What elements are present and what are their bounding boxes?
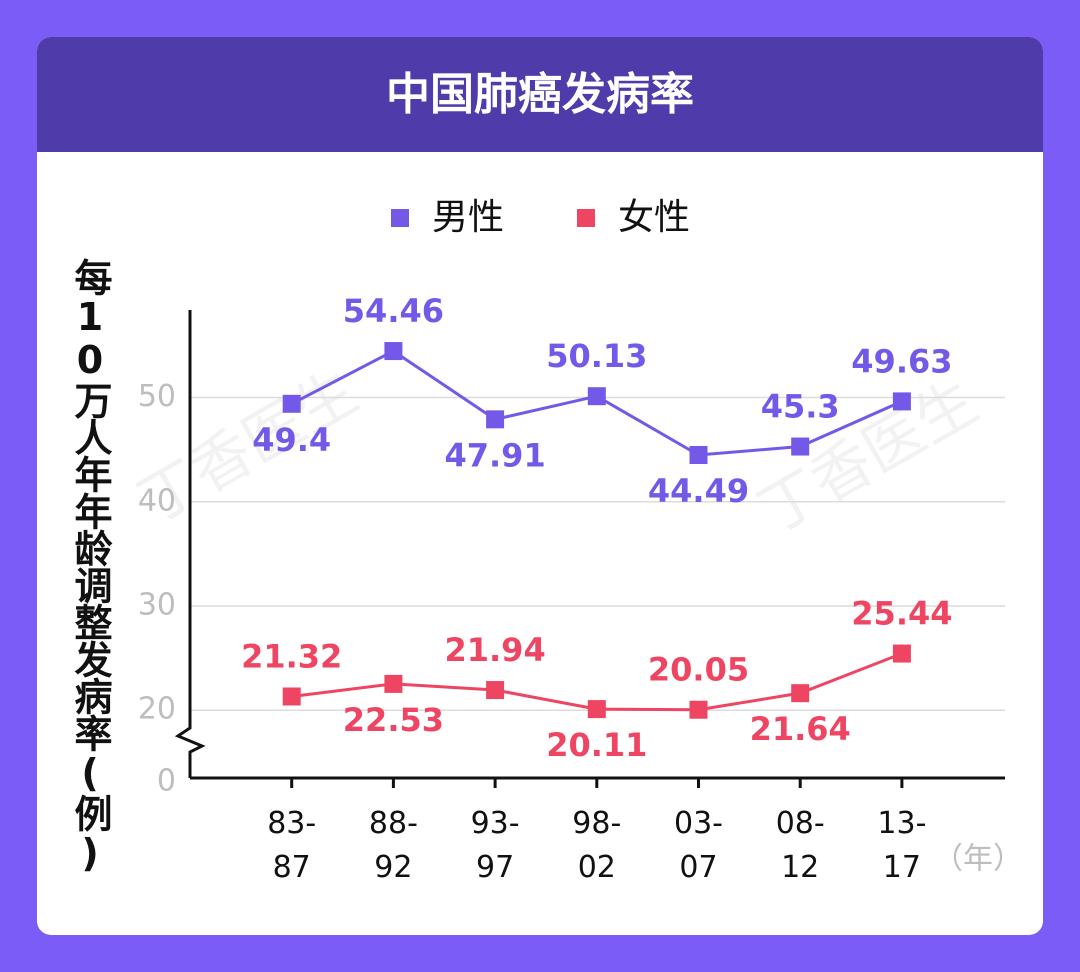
- data-label: 20.05: [648, 651, 749, 689]
- point: [486, 410, 505, 429]
- point: [384, 674, 403, 693]
- point: [689, 445, 708, 464]
- point: [384, 342, 403, 361]
- y-break-label: 0: [157, 764, 176, 799]
- y-tick-label: 30: [138, 588, 176, 623]
- point: [791, 684, 810, 703]
- point: [892, 392, 911, 411]
- chart-title: 中国肺癌发病率: [386, 69, 694, 120]
- legend-marker: [577, 209, 595, 227]
- header: [37, 37, 1043, 152]
- point: [892, 644, 911, 663]
- x-tick-label: 88-92: [368, 806, 418, 885]
- data-label: 47.91: [444, 436, 545, 474]
- y-tick-label: 20: [138, 692, 176, 727]
- point: [282, 394, 301, 413]
- point: [486, 681, 505, 700]
- point: [587, 387, 606, 406]
- card: [37, 37, 1043, 935]
- point: [689, 700, 708, 719]
- data-label: 20.11: [546, 726, 647, 764]
- point: [282, 687, 301, 706]
- x-tick-label: 98-02: [572, 806, 622, 885]
- legend-label: 男性: [432, 197, 504, 238]
- point: [791, 437, 810, 456]
- legend-label: 女性: [618, 197, 690, 238]
- y-axis-label: 每10万人年年龄调整发病率(例): [68, 258, 112, 874]
- data-label: 21.64: [750, 710, 851, 748]
- data-label: 25.44: [851, 595, 952, 633]
- data-label: 21.94: [444, 631, 545, 669]
- data-label: 22.53: [343, 701, 444, 739]
- x-tick-label: 08-12: [775, 806, 825, 885]
- legend-marker: [391, 209, 409, 227]
- data-label: 50.13: [546, 337, 647, 375]
- data-label: 45.3: [761, 388, 840, 426]
- data-label: 49.4: [252, 421, 331, 459]
- x-tick-label: 13-17: [877, 806, 927, 885]
- data-label: 21.32: [241, 637, 342, 675]
- data-label: 54.46: [343, 292, 444, 330]
- y-tick-label: 50: [138, 379, 176, 414]
- data-label: 44.49: [648, 472, 749, 510]
- x-tick-label: 83-87: [267, 806, 317, 885]
- data-label: 49.63: [851, 342, 952, 380]
- x-tick-label: 03-07: [674, 806, 723, 885]
- y-tick-label: 40: [138, 483, 176, 518]
- y-axis: [174, 310, 206, 778]
- x-unit: （年）: [933, 842, 1023, 877]
- point: [587, 700, 606, 719]
- x-tick-label: 93-97: [470, 806, 520, 885]
